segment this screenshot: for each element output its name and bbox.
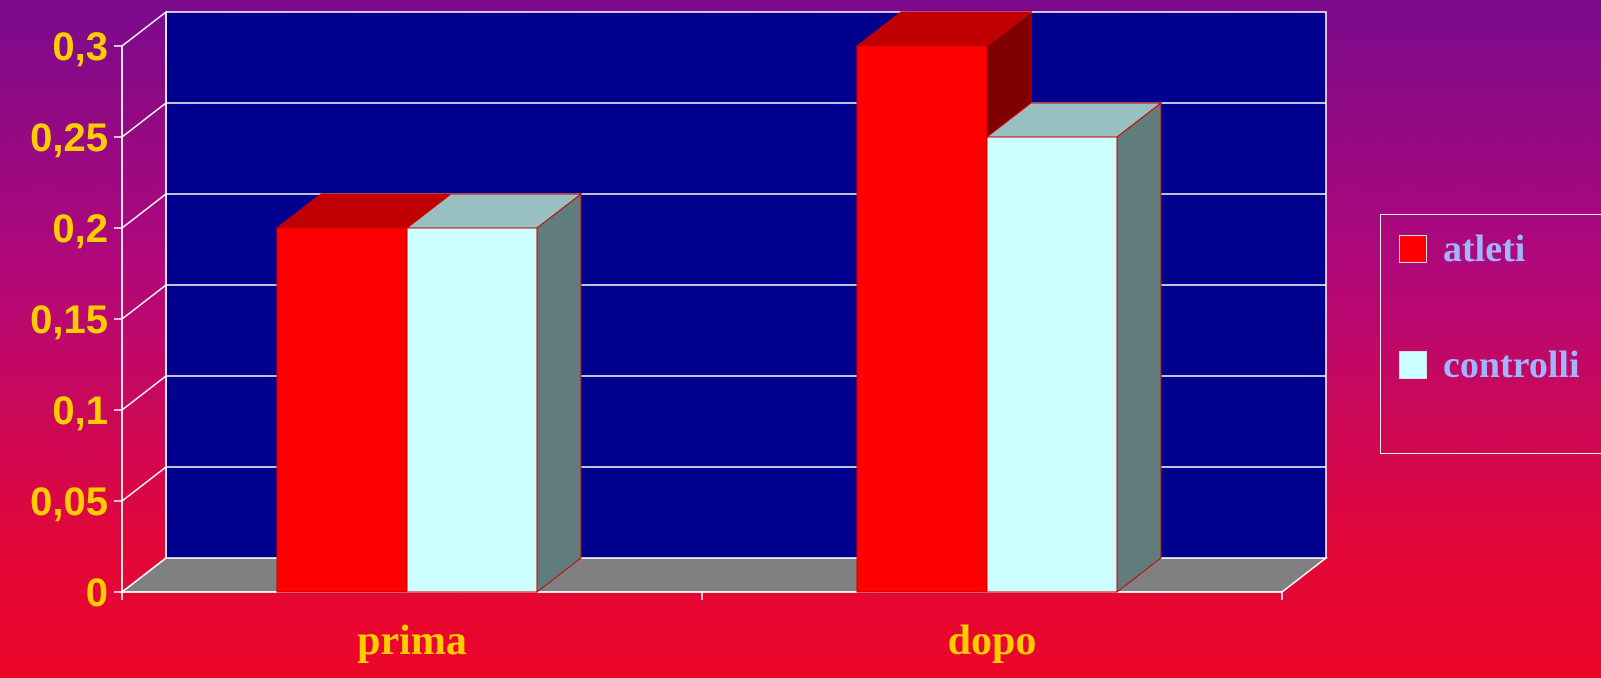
axis-labels: 0 0,05 0,1 0,15 0,2 0,25 0,3 prima dopo xyxy=(30,25,1036,664)
gridline-depth xyxy=(121,375,167,411)
y-tick-label: 0,2 xyxy=(52,207,108,251)
gridline-depth xyxy=(121,284,167,320)
chart-legend: atleti controlli xyxy=(1380,214,1601,454)
bars xyxy=(275,10,1163,594)
bar-controlli-dopo xyxy=(986,136,1118,593)
y-tick-label: 0,1 xyxy=(52,389,108,433)
legend-label-series-1: atleti xyxy=(1443,228,1526,270)
bar-atleti-dopo xyxy=(856,45,988,593)
gridline-depth xyxy=(121,102,167,138)
bar-controlli-dopo-side xyxy=(1116,101,1162,594)
x-category-label: prima xyxy=(357,618,467,664)
y-tick-label: 0,3 xyxy=(52,25,108,69)
gridline-depth xyxy=(121,193,167,229)
y-tick-label: 0,05 xyxy=(30,480,108,524)
y-tick-label: 0,15 xyxy=(30,298,108,342)
x-category-label: dopo xyxy=(948,618,1037,664)
legend-swatch-series-2 xyxy=(1399,351,1427,379)
bar-controlli-prima-side xyxy=(536,192,582,594)
bar-atleti-prima xyxy=(276,227,408,593)
y-tick-label: 0 xyxy=(86,571,108,615)
legend-swatch-series-1 xyxy=(1399,235,1427,263)
legend-label-series-2: controlli xyxy=(1443,344,1580,386)
gridline-depth xyxy=(121,466,167,502)
y-tick-label: 0,25 xyxy=(30,116,108,160)
bar-controlli-prima xyxy=(406,227,538,593)
